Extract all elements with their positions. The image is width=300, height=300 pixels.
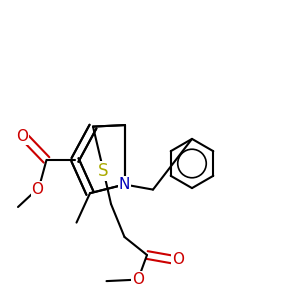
Text: N: N <box>119 177 130 192</box>
Text: S: S <box>98 162 109 180</box>
Text: N: N <box>119 177 130 192</box>
Text: O: O <box>172 252 184 267</box>
Text: O: O <box>132 272 144 287</box>
Text: O: O <box>16 129 28 144</box>
Text: O: O <box>32 182 44 196</box>
